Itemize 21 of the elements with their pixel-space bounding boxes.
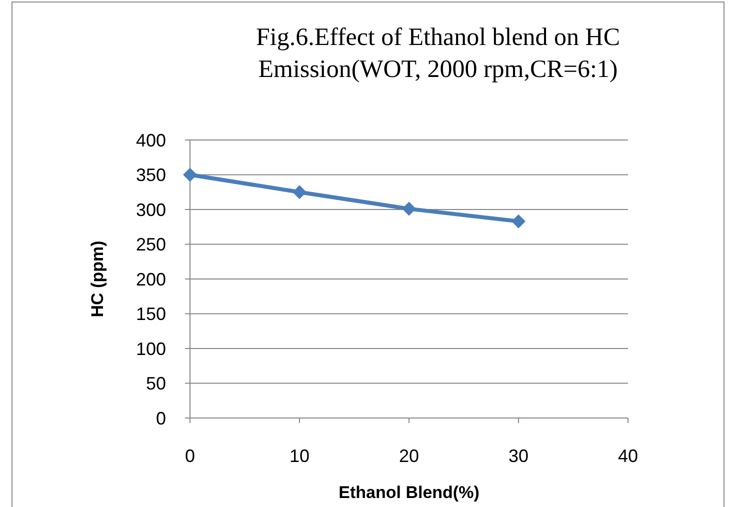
y-tick-label: 250 [136,234,166,255]
y-tick-label: 300 [136,200,166,220]
chart-title: Fig.6.Effect of Ethanol blend on HC Emission(WOT, 2000 rpm,CR=6:1) [256,24,620,83]
y-tick-label: 50 [146,374,166,394]
x-tick-label: 40 [618,446,638,466]
point [183,168,197,182]
y-axis-title: HC (ppm) [88,240,107,318]
y-tick-label: 100 [136,338,166,359]
x-tick-label: 0 [184,446,196,466]
point [292,185,306,200]
y-tick-label: 400 [136,130,166,150]
x-tick-label: 10 [289,446,310,466]
x-axis-title: Ethanol Blend(%) [338,483,480,502]
point [512,214,526,228]
point [402,202,416,216]
y-tick-label: 0 [156,408,166,428]
y-tick-label: 350 [136,165,166,186]
y-tick-label: 200 [136,269,166,290]
x-tick-label: 30 [508,446,529,466]
x-tick-label: 20 [398,446,420,466]
y-tick-label: 150 [136,304,166,324]
